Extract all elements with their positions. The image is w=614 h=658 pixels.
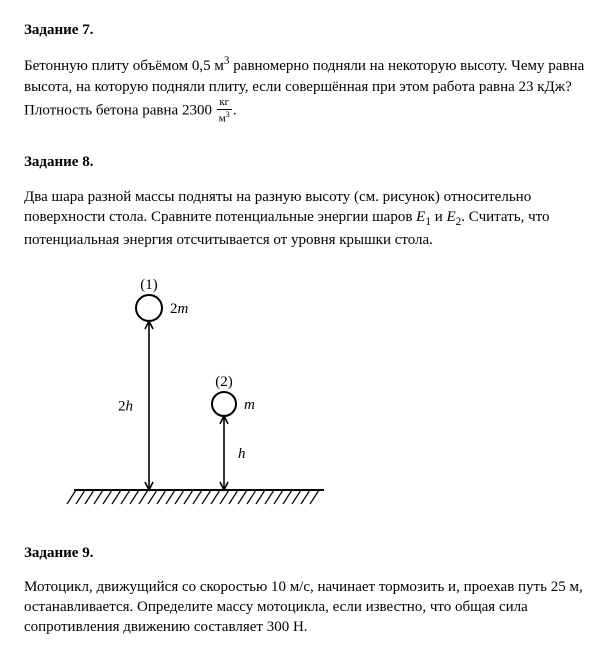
task7-title: Задание 7. <box>24 20 590 40</box>
task7-den-sup: 3 <box>226 110 230 119</box>
figure-svg: (1) 2m 2h (2) m h <box>64 278 364 518</box>
svg-text:(2): (2) <box>215 374 233 390</box>
task8-body: Два шара разной массы подняты на разную … <box>24 187 590 251</box>
task8-e2: E <box>447 209 456 225</box>
task8-title: Задание 8. <box>24 152 590 172</box>
svg-text:h: h <box>238 446 246 462</box>
task8-e1: E <box>416 209 425 225</box>
task9-text: Мотоцикл, движущийся со скоростью 10 м/с… <box>24 577 590 638</box>
task7-den-txt: м <box>219 112 226 124</box>
svg-text:2h: 2h <box>118 399 133 415</box>
task7-frac: кгм3 <box>217 97 232 125</box>
task8-figure: (1) 2m 2h (2) m h <box>64 278 590 524</box>
task7-body: Бетонную плиту объёмом 0,5 м3 равномерно… <box>24 54 590 124</box>
task8-tb: и <box>431 209 447 225</box>
task7-t1: Бетонную плиту объёмом 0,5 м <box>24 58 224 74</box>
svg-text:(1): (1) <box>140 278 158 293</box>
task7-frac-den: м3 <box>217 110 232 125</box>
task7-t3: . <box>233 102 237 118</box>
task9-title: Задание 9. <box>24 543 590 563</box>
svg-text:m: m <box>244 397 255 413</box>
task9-body: Мотоцикл, движущийся со скоростью 10 м/с… <box>24 577 590 638</box>
svg-text:2m: 2m <box>170 301 189 317</box>
task7-frac-num: кг <box>217 97 232 110</box>
